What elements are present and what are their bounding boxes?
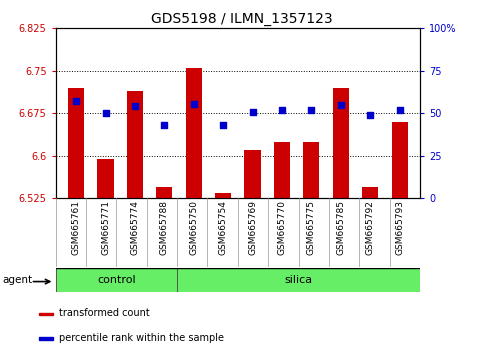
- Point: [190, 101, 198, 107]
- Point: [308, 108, 315, 113]
- Point: [131, 103, 139, 109]
- Text: percentile rank within the sample: percentile rank within the sample: [58, 333, 224, 343]
- Bar: [185, 68, 202, 198]
- Text: control: control: [97, 275, 136, 285]
- Bar: [39, 313, 53, 315]
- Point: [396, 108, 403, 113]
- Text: GDS5198 / ILMN_1357123: GDS5198 / ILMN_1357123: [151, 12, 332, 27]
- Point: [337, 102, 345, 108]
- Bar: [303, 142, 319, 198]
- Point: [249, 109, 256, 114]
- Point: [102, 110, 110, 116]
- Point: [366, 112, 374, 118]
- Bar: [333, 88, 349, 198]
- Bar: [244, 150, 261, 198]
- Bar: [127, 91, 143, 198]
- Bar: [39, 337, 53, 340]
- Bar: [274, 142, 290, 198]
- Point: [160, 122, 168, 127]
- Bar: [215, 193, 231, 198]
- Text: transformed count: transformed count: [58, 308, 149, 318]
- Text: agent: agent: [2, 275, 32, 285]
- Bar: [68, 88, 84, 198]
- Text: silica: silica: [284, 275, 313, 285]
- Point: [72, 98, 80, 104]
- Bar: [177, 268, 420, 292]
- Bar: [56, 268, 177, 292]
- Point: [278, 108, 286, 113]
- Bar: [98, 159, 114, 198]
- Bar: [362, 187, 378, 198]
- Point: [219, 122, 227, 127]
- Bar: [392, 122, 408, 198]
- Bar: [156, 187, 172, 198]
